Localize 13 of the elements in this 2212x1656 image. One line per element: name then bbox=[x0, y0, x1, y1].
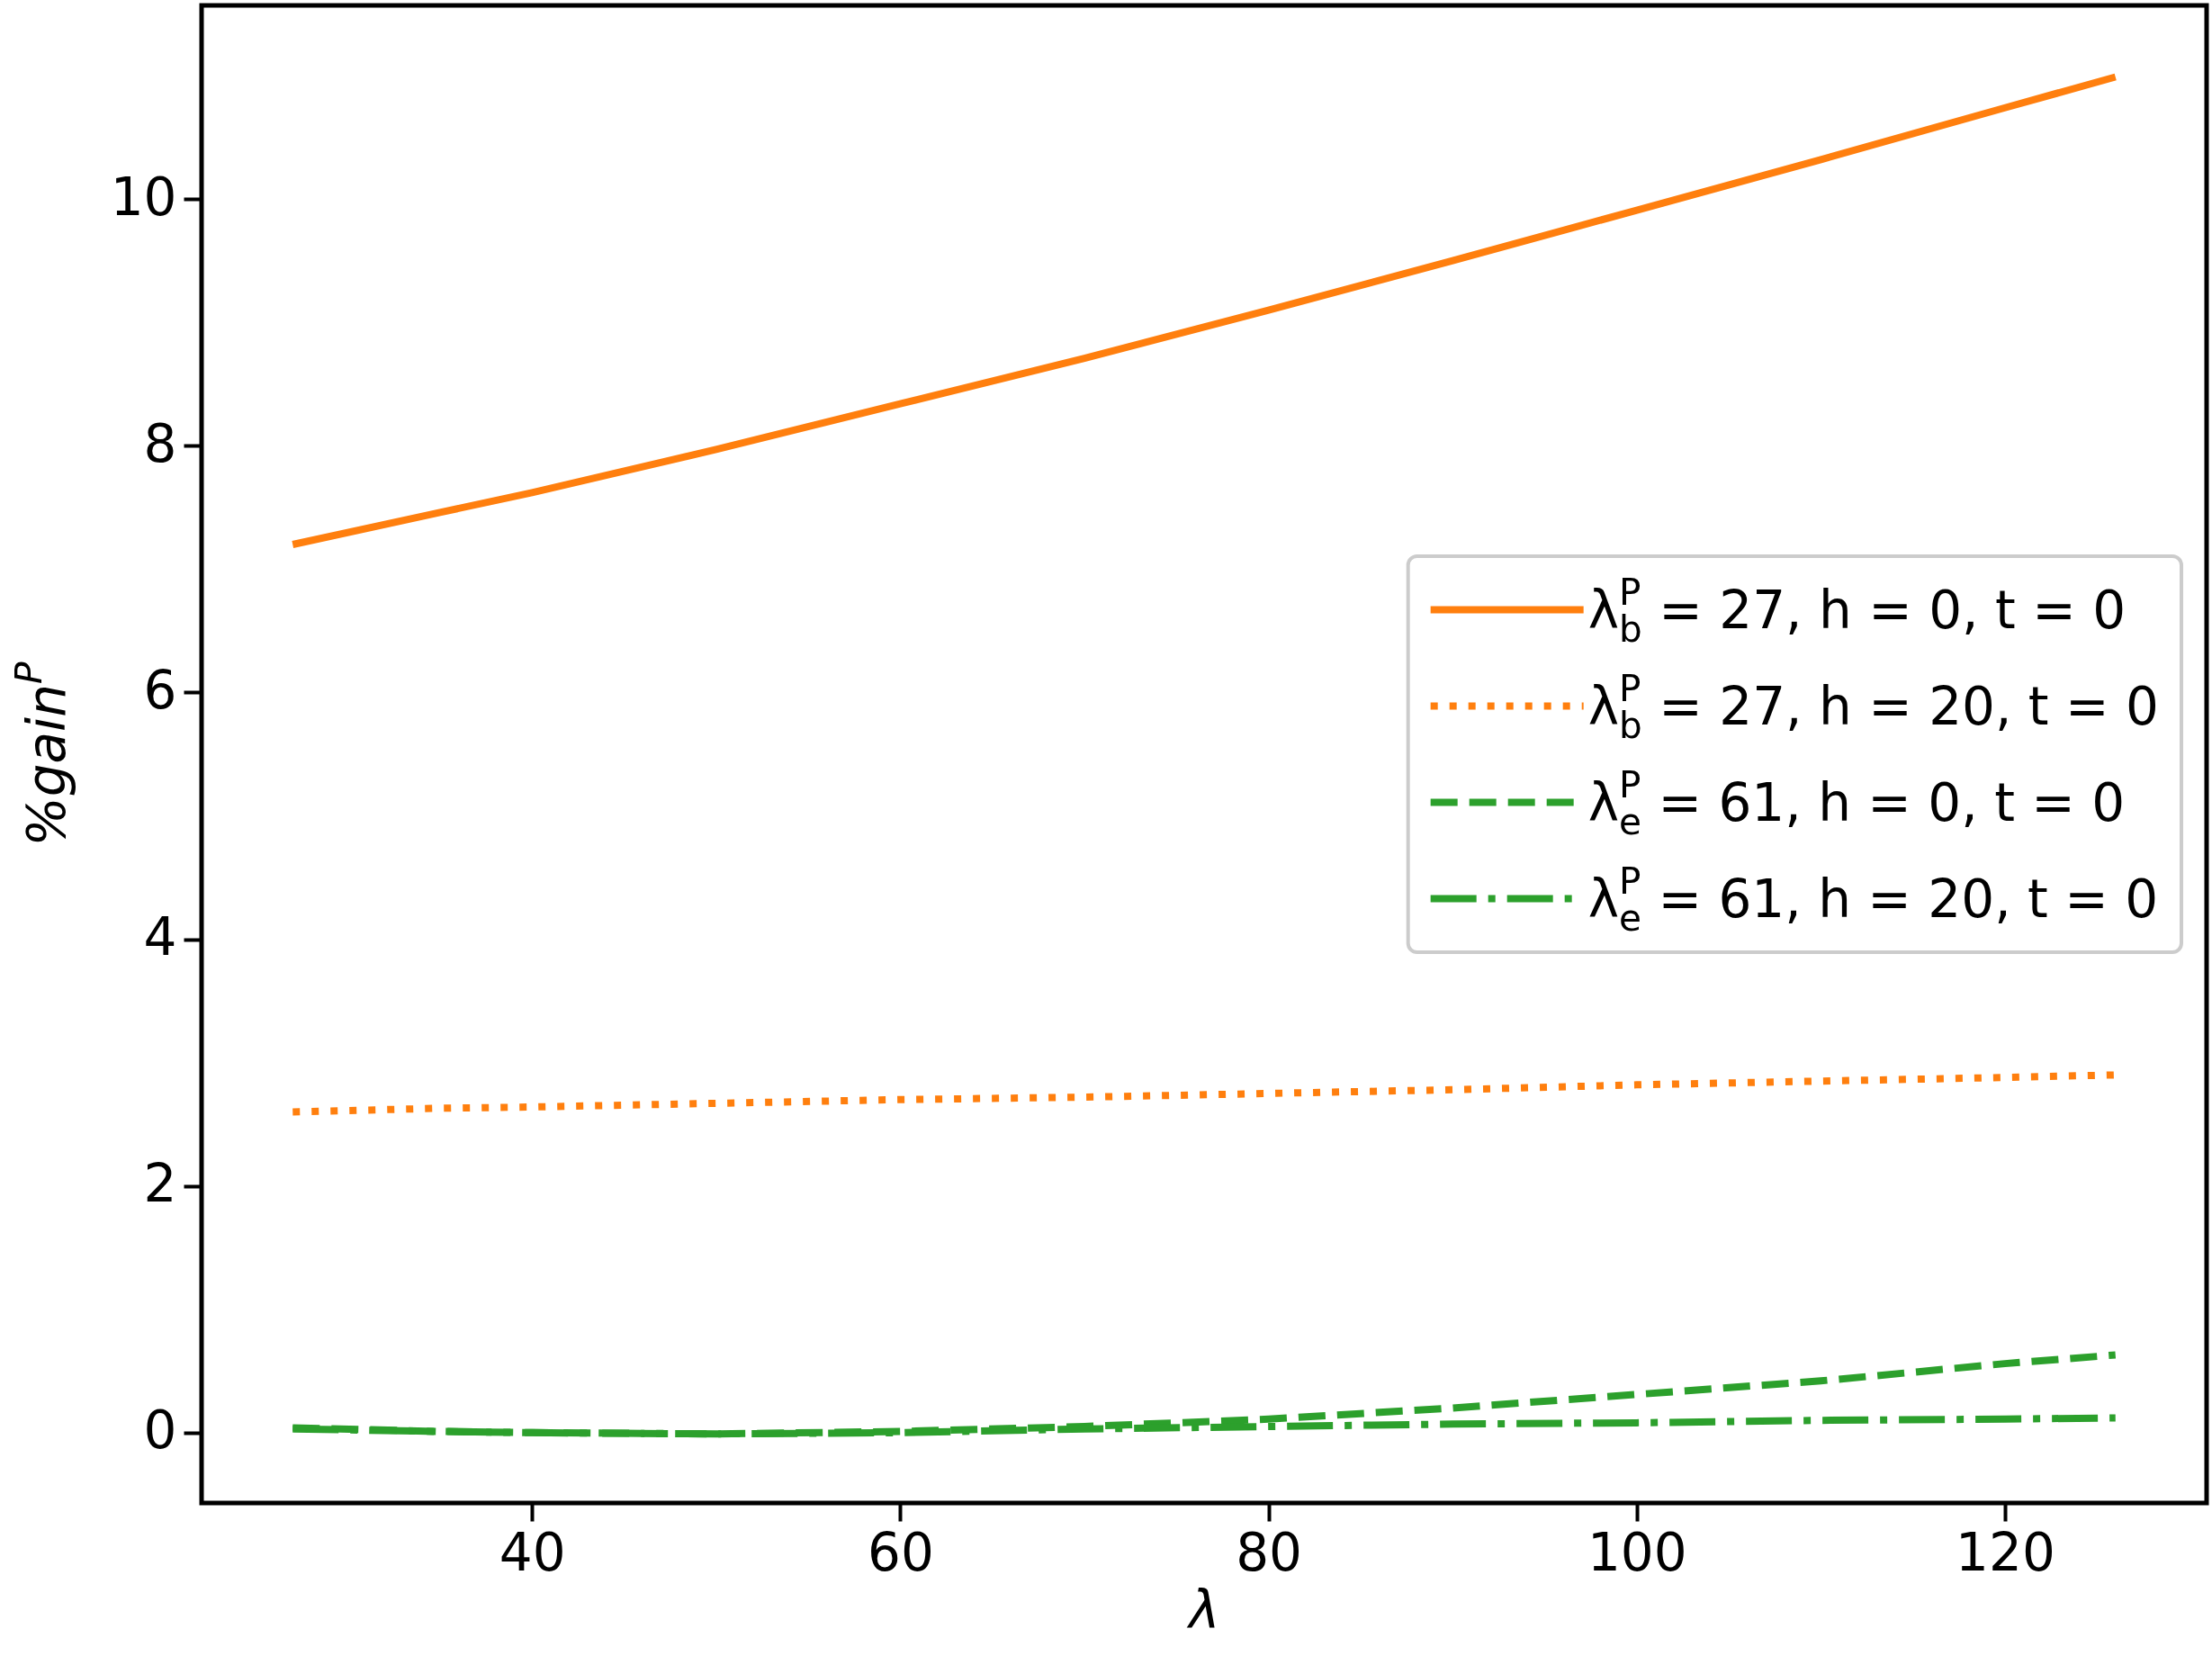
x-tick-label: 100 bbox=[1587, 1521, 1687, 1583]
y-tick-label: 2 bbox=[143, 1153, 177, 1215]
x-tick-label: 120 bbox=[1956, 1521, 2055, 1583]
y-tick-label: 8 bbox=[143, 412, 177, 474]
x-tick-label: 80 bbox=[1236, 1521, 1303, 1583]
y-axis-title: %gainP bbox=[6, 662, 77, 847]
y-tick-label: 0 bbox=[143, 1400, 177, 1462]
y-tick-label: 6 bbox=[143, 659, 177, 721]
x-tick-label: 60 bbox=[868, 1521, 934, 1583]
x-tick-label: 40 bbox=[499, 1521, 566, 1583]
y-tick-label: 4 bbox=[143, 906, 177, 968]
y-tick-label: 10 bbox=[110, 166, 177, 228]
x-axis-title: λ bbox=[1186, 1579, 1220, 1641]
